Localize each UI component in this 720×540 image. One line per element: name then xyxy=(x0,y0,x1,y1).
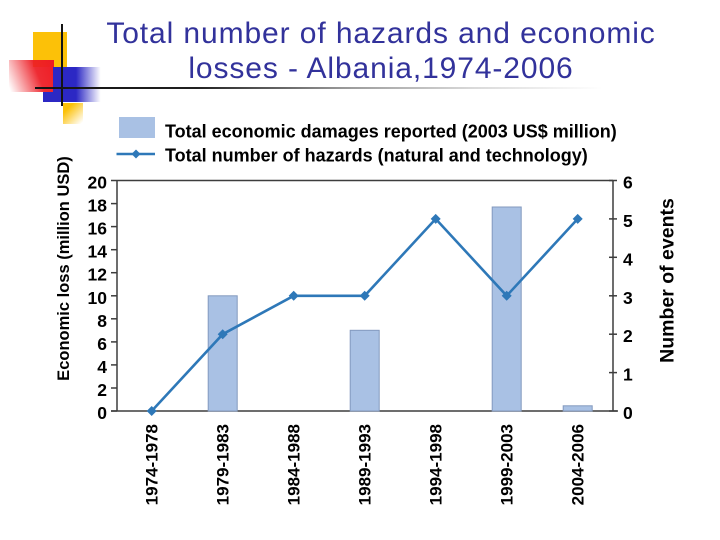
svg-text:1974-1978: 1974-1978 xyxy=(143,424,162,505)
svg-text:2: 2 xyxy=(97,380,107,400)
svg-text:20: 20 xyxy=(88,173,108,193)
svg-text:Total number of hazards (natur: Total number of hazards (natural and tec… xyxy=(165,146,588,166)
svg-text:1984-1988: 1984-1988 xyxy=(285,424,304,505)
svg-text:6: 6 xyxy=(623,173,633,193)
svg-text:2004-2006: 2004-2006 xyxy=(569,424,588,505)
svg-text:3: 3 xyxy=(623,288,633,308)
svg-text:Economic loss (million USD): Economic loss (million USD) xyxy=(55,156,73,381)
svg-text:Number of events: Number of events xyxy=(657,198,679,363)
svg-text:12: 12 xyxy=(88,265,108,285)
svg-text:14: 14 xyxy=(88,242,108,262)
svg-text:1989-1993: 1989-1993 xyxy=(356,424,375,505)
svg-text:18: 18 xyxy=(88,196,108,216)
svg-text:1994-1998: 1994-1998 xyxy=(427,424,446,505)
svg-text:8: 8 xyxy=(97,311,107,331)
svg-text:0: 0 xyxy=(97,403,107,423)
svg-text:1999-2003: 1999-2003 xyxy=(498,424,517,505)
svg-text:16: 16 xyxy=(88,219,108,239)
svg-text:0: 0 xyxy=(623,403,633,423)
svg-text:6: 6 xyxy=(97,334,107,354)
svg-text:2: 2 xyxy=(623,326,633,346)
svg-text:10: 10 xyxy=(88,288,108,308)
svg-text:4: 4 xyxy=(97,357,107,377)
svg-text:Total economic damages reporte: Total economic damages reported (2003 US… xyxy=(165,122,617,142)
svg-text:1979-1983: 1979-1983 xyxy=(214,424,233,505)
svg-text:1: 1 xyxy=(623,365,633,385)
svg-text:4: 4 xyxy=(623,249,633,269)
svg-text:5: 5 xyxy=(623,211,633,231)
